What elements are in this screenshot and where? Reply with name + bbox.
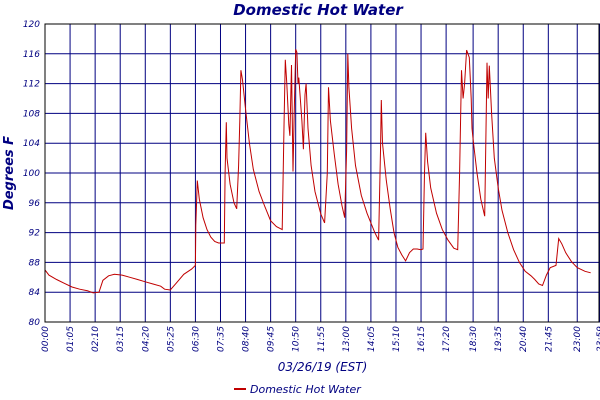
y-tick-label: 80 [29,318,41,328]
legend-label: Domestic Hot Water [250,383,362,396]
y-tick-label: 92 [29,229,41,239]
x-tick-label: 16:15 [417,326,427,352]
legend: Domestic Hot Water [234,383,362,396]
y-tick-label: 96 [29,199,41,209]
x-tick-label: 15:10 [392,326,402,352]
y-tick-labels: 80 84 88 92 96 100 104 108 112 116 120 [23,20,40,328]
x-tick-label: 00:00 [41,326,51,352]
x-tick-label: 04:20 [141,326,151,352]
plot-frame [44,23,600,323]
y-tick-label: 112 [23,80,40,90]
x-tick-label: 11:55 [317,326,327,352]
x-tick-label: 23:00 [573,326,583,352]
x-axis-label: 03/26/19 (EST) [278,360,368,374]
x-tick-label: 05:25 [166,326,176,352]
x-tick-label: 02:10 [91,326,101,352]
x-tick-label: 21:45 [544,326,554,352]
x-tick-label: 23:59 [596,326,600,352]
y-tick-label: 104 [23,139,40,149]
x-tick-label: 20:40 [519,326,529,352]
x-tick-label: 07:35 [216,326,226,352]
y-axis-label: Degrees F [2,136,17,210]
chart-title: Domestic Hot Water [233,1,403,19]
series-layer [44,49,591,294]
y-tick-label: 100 [23,169,40,179]
y-tick-label: 120 [23,20,40,30]
x-tick-label: 03:15 [116,326,126,352]
x-tick-label: 18:30 [469,326,479,352]
y-tick-label: 116 [23,50,40,60]
x-tick-label: 01:05 [66,326,76,352]
series-line [44,49,591,294]
x-tick-label: 09:45 [267,326,277,352]
y-tick-label: 88 [29,258,41,268]
x-tick-label: 08:40 [242,326,252,352]
x-tick-label: 13:00 [342,326,352,352]
y-tick-label: 108 [23,109,40,119]
x-tick-label: 14:05 [367,326,377,352]
x-tick-label: 19:35 [494,326,504,352]
y-tick-label: 84 [29,288,41,298]
x-tick-labels: 00:00 01:05 02:10 03:15 04:20 05:25 06:30 07:35… [41,326,600,352]
x-tick-label: 06:30 [191,326,201,352]
x-tick-label: 17:20 [442,326,452,352]
x-tick-label: 10:50 [292,326,302,352]
